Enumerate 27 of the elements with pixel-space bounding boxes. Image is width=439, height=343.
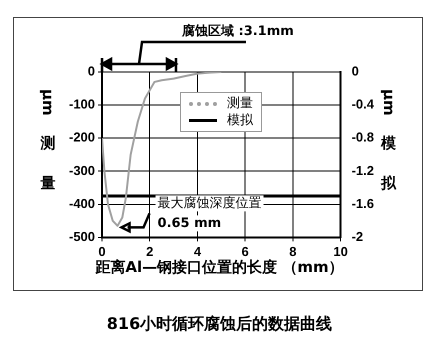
y-tick-label: 0 xyxy=(88,64,96,79)
y-tick-label: -400 xyxy=(68,196,96,211)
x-axis-title: 距离Al—钢接口位置的长度 （mm） xyxy=(94,258,345,277)
y2-tick-label: -1.6 xyxy=(352,196,374,211)
y2-tick-label: -2 xyxy=(352,228,364,244)
text: μm测量 xyxy=(39,89,58,192)
x-tick-label: 4 xyxy=(194,244,202,259)
y-tick-label: -200 xyxy=(68,130,96,145)
legend-label: 模拟 xyxy=(227,112,254,129)
y-tick-label: -100 xyxy=(68,96,96,112)
y2-tick-label: 0 xyxy=(352,64,359,79)
annotation: 0.65 mm xyxy=(158,216,222,231)
x-tick-label: 8 xyxy=(289,244,296,259)
annotation: 最大腐蚀深度位置 xyxy=(158,194,262,211)
y2-tick-label: -1.2 xyxy=(352,162,374,178)
y-tick-label: -300 xyxy=(68,162,96,178)
y2-tick-label: -0.4 xyxy=(352,96,375,112)
x-tick-label: 6 xyxy=(242,244,249,259)
text: 腐蚀区域 :3.1mm xyxy=(180,22,294,39)
legend-label: 测量 xyxy=(227,95,254,112)
x-tick-label: 10 xyxy=(333,244,348,259)
y2-tick-label: -0.8 xyxy=(352,130,374,145)
x-tick-label: 2 xyxy=(146,244,154,259)
y-tick-label: -500 xyxy=(68,228,96,244)
text: 816小时循环腐蚀后的数据曲线 xyxy=(106,314,334,335)
text: μm模拟 xyxy=(380,89,398,192)
x-tick-label: 0 xyxy=(98,244,106,259)
